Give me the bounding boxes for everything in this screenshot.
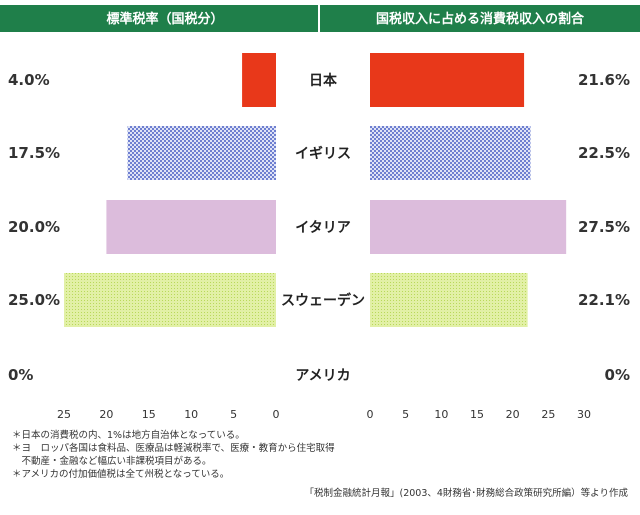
left-bar-italy (106, 200, 277, 254)
left-tick-label: 10 (184, 408, 198, 421)
left-value-label-uk: 17.5% (8, 144, 60, 162)
footnote-3: 不動産・金融など幅広い非課税項目がある。 (12, 456, 212, 467)
left-value-label-usa: 0% (8, 366, 33, 384)
left-value-label-sweden: 25.0% (8, 291, 60, 309)
right-header-band (320, 5, 640, 32)
left-tick-label: 15 (142, 408, 156, 421)
footnote-4: ＊アメリカの付加価値税は全て州税となっている。 (12, 469, 230, 480)
right-bar-italy (370, 200, 567, 254)
right-tick-label: 5 (402, 408, 409, 421)
right-value-label-usa: 0% (605, 366, 630, 384)
right-tick-label: 10 (434, 408, 448, 421)
country-label-japan: 日本 (309, 72, 338, 89)
right-value-label-sweden: 22.1% (578, 291, 630, 309)
source-note: 「税制金融統計月報」(2003、4財務省･財務総合政策研究所編）等より作成 (304, 488, 629, 499)
right-bar-sweden (370, 273, 528, 327)
left-value-label-japan: 4.0% (8, 71, 50, 89)
right-tick-label: 0 (367, 408, 374, 421)
right-bar-japan (370, 53, 525, 107)
country-label-italy: イタリア (295, 220, 350, 236)
footnote-1: ＊日本の消費税の内、1%は地方自治体となっている。 (12, 430, 245, 441)
right-tick-label: 20 (506, 408, 520, 421)
left-bar-japan (242, 53, 276, 107)
left-header-band (0, 5, 318, 32)
right-bar-uk (370, 126, 531, 180)
country-label-uk: イギリス (295, 145, 351, 162)
right-tick-label: 30 (577, 408, 591, 421)
right-tick-label: 25 (541, 408, 555, 421)
left-chart-title: 標準税率（国税分） (106, 11, 223, 27)
left-tick-label: 0 (273, 408, 280, 421)
footnote-2: ＊ヨ ロッパ各国は食料品、医療品は軽減税率で、医療・教育から住宅取得 (12, 443, 335, 454)
left-tick-label: 25 (57, 408, 71, 421)
country-label-sweden: スウェーデン (281, 292, 365, 309)
country-label-usa: アメリカ (295, 368, 350, 384)
right-tick-label: 15 (470, 408, 484, 421)
left-tick-label: 5 (230, 408, 237, 421)
right-chart-title: 国税収入に占める消費税収入の割合 (376, 11, 585, 27)
left-tick-label: 20 (99, 408, 113, 421)
right-value-label-japan: 21.6% (578, 71, 630, 89)
left-bar-sweden (64, 273, 276, 327)
left-value-label-italy: 20.0% (8, 218, 60, 236)
right-value-label-italy: 27.5% (578, 218, 630, 236)
left-bar-uk (127, 126, 276, 180)
right-value-label-uk: 22.5% (578, 144, 630, 162)
